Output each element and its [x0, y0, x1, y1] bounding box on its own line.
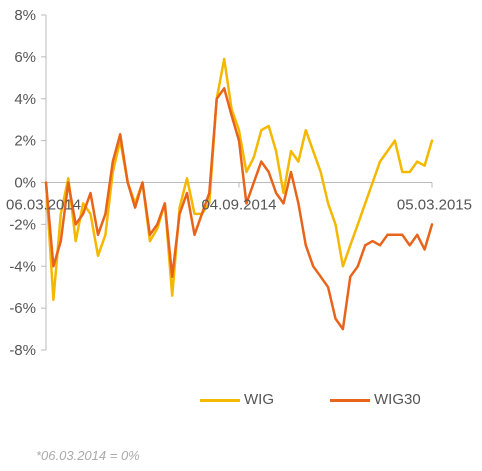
y-tick-label: 2%	[14, 133, 36, 150]
y-tick-label: 8%	[14, 7, 36, 24]
y-tick-label: -6%	[9, 300, 36, 317]
y-tick-label: -2%	[9, 216, 36, 233]
x-tick-label: 04.09.2014	[201, 197, 276, 214]
legend-label-wig: WIG	[244, 391, 274, 408]
series-line-wig30	[44, 87, 434, 331]
chart-labels: -8% -6% -4% -2% 0% 2% 4% 6% 8% 06.03.2014 04.09.20…	[6, 7, 472, 359]
x-tick-label: 05.03.2015	[397, 197, 472, 214]
series-line-wig	[44, 57, 434, 302]
x-tick-label: 06.03.2014	[6, 197, 81, 214]
chart-footnote: *06.03.2014 = 0%	[36, 448, 140, 463]
chart-series	[44, 57, 434, 331]
y-tick-label: 4%	[14, 91, 36, 108]
y-tick-label: -4%	[9, 258, 36, 275]
legend-swatch-wig30	[330, 399, 370, 402]
y-tick-label: -8%	[9, 342, 36, 359]
y-tick-label: 6%	[14, 49, 36, 66]
y-tick-label: 0%	[14, 175, 36, 192]
legend-label-wig30: WIG30	[374, 391, 421, 408]
legend-swatch-wig	[200, 399, 240, 402]
